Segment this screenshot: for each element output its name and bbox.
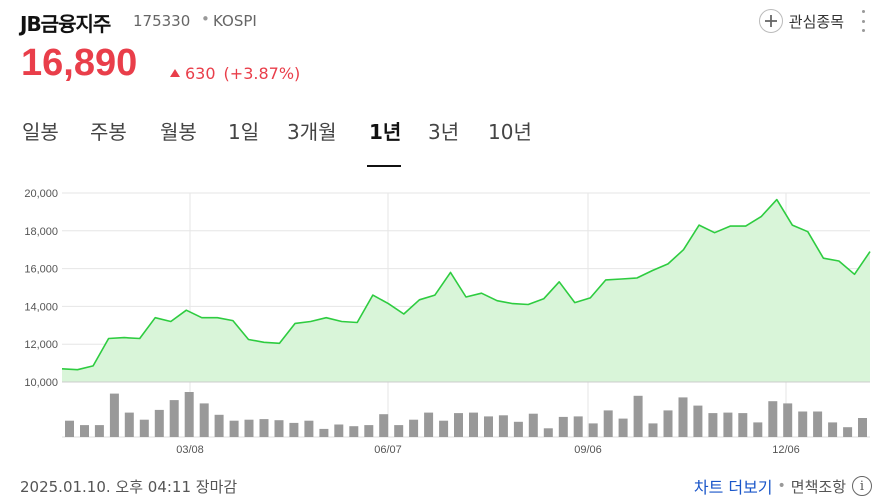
- footer-dot: •: [777, 478, 786, 494]
- volume-bar: [858, 418, 867, 437]
- separator-dot: •: [201, 10, 210, 28]
- volume-bar: [543, 428, 553, 437]
- volume-bar: [199, 403, 209, 437]
- volume-bar: [424, 412, 434, 437]
- volume-bar: [334, 424, 344, 437]
- volume-bar: [828, 422, 838, 437]
- stock-header: JB금융지주 175330 • KOSPI 관심종목: [20, 8, 866, 36]
- volume-bar: [723, 412, 733, 437]
- tab-1year[interactable]: 1년: [369, 120, 402, 144]
- x-tick-label: 03/08: [176, 444, 204, 456]
- stock-name: JB금융지주: [20, 12, 111, 36]
- y-tick-label: 14,000: [24, 301, 58, 313]
- price-change: 630 (+3.87%): [170, 64, 300, 83]
- volume-bar: [708, 413, 718, 437]
- volume-bar: [65, 420, 74, 437]
- volume-bar: [738, 413, 748, 437]
- volume-bar: [169, 400, 179, 437]
- volume-bar: [768, 401, 778, 437]
- tab-monthly[interactable]: 월봉: [160, 120, 197, 144]
- volume-bar: [184, 392, 194, 437]
- footer-links: 차트 더보기 • 면책조항 i: [694, 474, 872, 498]
- x-tick-label: 06/07: [374, 444, 402, 456]
- tab-3year[interactable]: 3년: [428, 120, 460, 144]
- volume-bar: [109, 393, 119, 437]
- add-watchlist-button[interactable]: 관심종목: [758, 8, 844, 34]
- volume-bar: [513, 421, 523, 437]
- tab-1day[interactable]: 1일: [228, 120, 260, 144]
- volume-bar: [154, 409, 164, 437]
- y-tick-label: 20,000: [24, 188, 58, 200]
- volume-bar: [843, 427, 853, 437]
- price-area: [62, 199, 870, 382]
- volume-bar: [469, 412, 478, 437]
- price-chart: 20,000 18,000 16,000 14,000 12,000 10,000 03/0…: [24, 188, 871, 456]
- change-percent: (+3.87%): [223, 64, 301, 83]
- current-price: 16,890: [21, 42, 138, 84]
- volume-bar: [124, 412, 134, 437]
- volume-bar: [379, 414, 389, 437]
- volume-bar: [528, 413, 538, 437]
- volume-bar: [678, 397, 688, 437]
- volume-bar: [558, 416, 568, 437]
- volume-bar: [364, 425, 374, 437]
- market-close-time: 2025.01.10. 오후 04:11 장마감: [20, 478, 238, 496]
- volume-bar: [603, 410, 613, 437]
- volume-bar: [573, 416, 583, 437]
- volume-bar: [798, 411, 808, 437]
- volume-bar: [304, 420, 314, 437]
- volume-bar: [349, 426, 359, 437]
- volume-bar: [409, 419, 419, 437]
- volume-bar: [484, 416, 493, 437]
- y-tick-label: 16,000: [24, 264, 58, 276]
- disclaimer-link[interactable]: 면책조항: [790, 477, 846, 496]
- y-tick-label: 12,000: [24, 339, 58, 351]
- vertical-dots-icon[interactable]: [860, 10, 866, 32]
- volume-bar: [319, 428, 329, 437]
- volume-bar: [454, 413, 463, 437]
- volume-bar: [289, 422, 299, 437]
- y-tick-label: 18,000: [24, 226, 58, 238]
- volume-bar: [229, 420, 239, 437]
- info-icon[interactable]: i: [852, 476, 872, 496]
- watchlist-label: 관심종목: [788, 12, 844, 31]
- x-tick-label: 12/06: [772, 444, 800, 456]
- volume-bar: [244, 419, 254, 437]
- x-tick-label: 09/06: [574, 444, 602, 456]
- active-tab-underline: [367, 165, 401, 167]
- change-value: 630: [185, 64, 216, 83]
- tab-3month[interactable]: 3개월: [287, 120, 337, 144]
- volume-bar: [618, 418, 628, 437]
- volume-bar: [274, 420, 284, 437]
- volume-bar: [588, 423, 598, 437]
- volume-bar: [693, 405, 703, 437]
- tab-10year[interactable]: 10년: [488, 120, 532, 144]
- volume-bar: [648, 423, 658, 437]
- volume-bar: [813, 411, 823, 437]
- volume-bar: [94, 425, 104, 437]
- volume-bar: [439, 420, 449, 437]
- more-chart-link[interactable]: 차트 더보기: [693, 478, 773, 497]
- volume-bar: [753, 422, 763, 437]
- volume-bar: [259, 419, 269, 437]
- tab-daily[interactable]: 일봉: [22, 120, 59, 144]
- y-tick-label: 10,000: [24, 377, 58, 389]
- volume-bar: [783, 403, 793, 437]
- volume-bar: [139, 419, 149, 437]
- market-name: KOSPI: [213, 12, 257, 30]
- volume-bar: [214, 414, 224, 437]
- volume-bar: [633, 395, 643, 437]
- tab-weekly[interactable]: 주봉: [90, 120, 127, 144]
- plus-circle-icon: [758, 9, 783, 33]
- volume-bar: [498, 415, 508, 437]
- price-line: [61, 198, 871, 371]
- up-triangle-icon: [170, 68, 180, 77]
- volume-bar: [663, 410, 673, 437]
- volume-bar: [80, 425, 89, 437]
- stock-code: 175330: [133, 12, 191, 30]
- volume-bar: [394, 425, 404, 437]
